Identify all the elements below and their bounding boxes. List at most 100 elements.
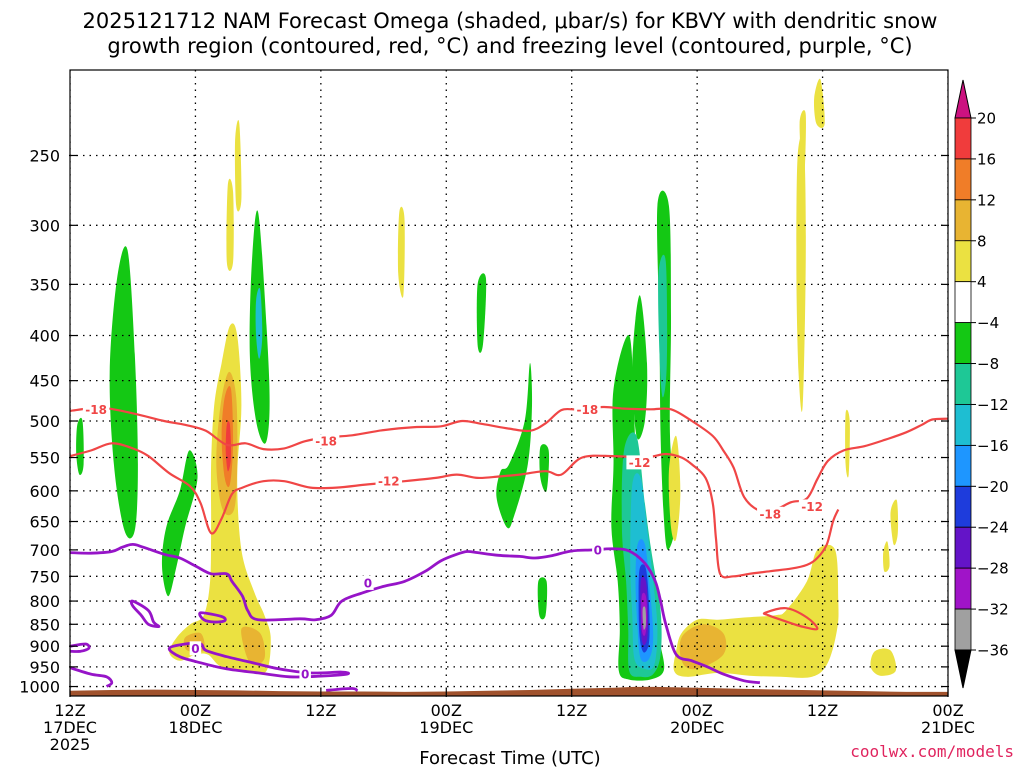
colorbar-swatch bbox=[954, 567, 972, 610]
colorbar-swatch bbox=[954, 444, 972, 487]
contour-label: -18 bbox=[759, 507, 781, 521]
x-tick-label: 18DEC bbox=[168, 718, 222, 737]
x-tick-label: 21DEC bbox=[921, 718, 975, 737]
contour-label: 0 bbox=[301, 668, 309, 682]
contour-label-bg bbox=[574, 402, 601, 417]
freezing-level-contour-line bbox=[70, 543, 761, 685]
terrain-surface bbox=[70, 686, 948, 696]
y-tick-label: 900 bbox=[29, 637, 60, 656]
x-tick-label: 2025 bbox=[50, 735, 91, 754]
x-axis-label: Forecast Time (UTC) bbox=[419, 748, 600, 768]
x-tick-label: 12Z bbox=[807, 701, 838, 720]
omega-region-teal bbox=[658, 254, 668, 398]
credit-text: coolwx.com/models bbox=[850, 742, 1014, 761]
contour-label-bg bbox=[312, 434, 340, 449]
dgz-contour-line bbox=[70, 442, 840, 579]
y-tick-label: 500 bbox=[29, 412, 60, 431]
colorbar-swatch bbox=[954, 404, 972, 446]
omega-region-yellow bbox=[397, 206, 405, 298]
x-tick-label: 12Z bbox=[54, 701, 85, 720]
freezing-level-contour-line bbox=[167, 641, 350, 679]
y-tick-label: 250 bbox=[29, 146, 60, 165]
omega-region-green bbox=[496, 363, 533, 529]
omega-region-gold bbox=[679, 624, 727, 670]
contour-label-bg bbox=[375, 474, 403, 489]
contour-label: -18 bbox=[315, 435, 337, 449]
contour-label: -12 bbox=[629, 456, 651, 470]
contour-label-bg bbox=[82, 402, 110, 417]
colorbar-top-arrow bbox=[954, 79, 972, 119]
omega-region-yellow bbox=[234, 119, 242, 212]
freezing-level-contour-line bbox=[70, 642, 91, 653]
y-tick-label: 550 bbox=[29, 449, 60, 468]
colorbar-label: −20 bbox=[977, 478, 1009, 496]
omega-region-yellow bbox=[890, 499, 899, 546]
y-tick-label: 650 bbox=[29, 513, 60, 532]
omega-region-yellow bbox=[883, 541, 890, 573]
grid-layer bbox=[70, 70, 948, 696]
x-tick-label: 00Z bbox=[681, 701, 712, 720]
colorbar-swatch bbox=[954, 322, 972, 364]
contour-label-bg bbox=[299, 667, 311, 682]
contour-label: 0 bbox=[191, 642, 199, 656]
contour-label: -18 bbox=[85, 403, 107, 417]
y-axis-ticks: 250 300 350 400 450 500 550 600 650 700 750 800 850 9… bbox=[19, 146, 949, 697]
colorbar-label: 4 bbox=[977, 273, 987, 291]
x-tick-label: 12Z bbox=[305, 701, 336, 720]
contour-label: -12 bbox=[801, 500, 823, 514]
y-tick-label: 1000 bbox=[19, 678, 60, 697]
omega-region-yellow bbox=[799, 110, 806, 186]
contour-label: 0 bbox=[594, 543, 602, 557]
plot-frame bbox=[69, 69, 949, 697]
colorbar-swatch bbox=[954, 363, 972, 405]
omega-region-yellow bbox=[668, 435, 681, 542]
y-tick-label: 350 bbox=[29, 275, 60, 294]
contour-label: -18 bbox=[577, 403, 599, 417]
colorbar-label: 16 bbox=[977, 150, 996, 168]
y-tick-label: 750 bbox=[29, 567, 60, 586]
omega-region-green bbox=[539, 444, 550, 493]
x-tick-label: 00Z bbox=[180, 701, 211, 720]
omega-region-yellow bbox=[845, 409, 850, 478]
colorbar-label: −36 bbox=[977, 642, 1009, 660]
colorbar-swatch bbox=[954, 199, 972, 242]
contour-label-bg bbox=[592, 542, 604, 557]
colorbar-label: −12 bbox=[977, 396, 1009, 414]
terrain-layer bbox=[70, 686, 948, 696]
omega-region-green bbox=[109, 246, 138, 539]
omega-region-yellow bbox=[870, 648, 897, 676]
x-tick-label: 20DEC bbox=[670, 718, 724, 737]
y-tick-label: 700 bbox=[29, 541, 60, 560]
colorbar-swatch bbox=[954, 608, 972, 651]
colorbar-label: −8 bbox=[977, 355, 999, 373]
colorbar-swatch bbox=[954, 485, 972, 528]
freezing-level-contour-line bbox=[198, 611, 227, 624]
colorbar-swatch bbox=[954, 281, 972, 324]
omega-region-green bbox=[537, 577, 548, 620]
colorbar-label: −28 bbox=[977, 560, 1009, 578]
contour-label-bg bbox=[757, 506, 784, 521]
contour-label-layer: -18 -18 -12 -18 -12 -18 -12 0 0 0 0 bbox=[82, 402, 826, 682]
chart-title-line1: 2025121712 NAM Forecast Omega (shaded, μ… bbox=[83, 9, 938, 33]
omega-region-green bbox=[611, 334, 665, 681]
omega-region-yellow bbox=[796, 135, 806, 412]
contour-label-bg bbox=[626, 455, 653, 470]
omega-region-cyan bbox=[255, 287, 263, 359]
colorbar-label: −24 bbox=[977, 519, 1009, 537]
y-tick-label: 800 bbox=[29, 592, 60, 611]
freezing-level-contour-line bbox=[129, 599, 161, 628]
contour-label: 0 bbox=[364, 576, 372, 590]
omega-region-green bbox=[76, 417, 84, 476]
colorbar-swatch bbox=[954, 158, 972, 201]
dgz-contour-line bbox=[762, 607, 819, 631]
freezing-level-contour-line bbox=[70, 666, 114, 688]
freezing-level-contour-line bbox=[325, 687, 359, 693]
colorbar-label: 8 bbox=[977, 232, 987, 250]
contour-label: -12 bbox=[378, 475, 400, 489]
colorbar-label: −32 bbox=[977, 601, 1009, 619]
chart-title-line2: growth region (contoured, red, °C) and f… bbox=[107, 34, 912, 58]
colorbar-label: −4 bbox=[977, 314, 999, 332]
contour-label-bg bbox=[362, 575, 374, 590]
